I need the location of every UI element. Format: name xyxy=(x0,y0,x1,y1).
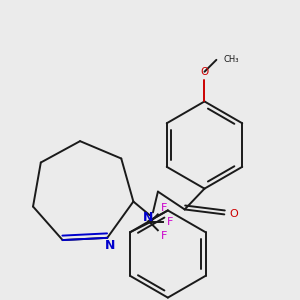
Text: F: F xyxy=(160,203,167,214)
Text: O: O xyxy=(200,67,208,77)
Text: O: O xyxy=(230,209,239,219)
Text: F: F xyxy=(167,217,173,227)
Text: N: N xyxy=(105,239,116,252)
Text: N: N xyxy=(143,211,153,224)
Text: CH₃: CH₃ xyxy=(223,55,239,64)
Text: F: F xyxy=(160,231,167,241)
